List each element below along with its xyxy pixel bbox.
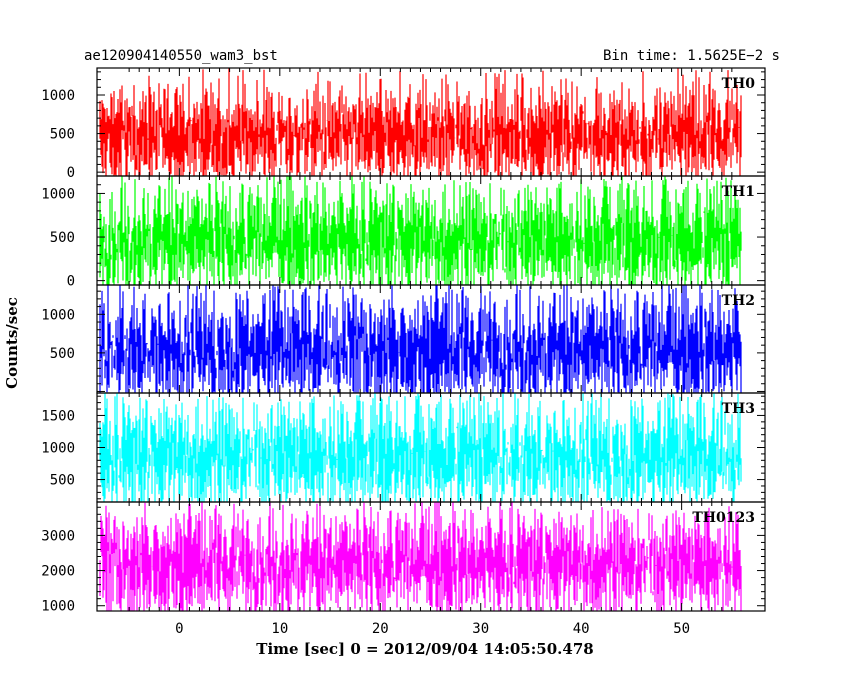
x-axis-label: Time [sec] 0 = 2012/09/04 14:05:50.478 bbox=[256, 640, 593, 658]
y-tick-label-th1: 1000 bbox=[41, 186, 75, 202]
series-trace-th2 bbox=[99, 285, 742, 393]
x-tick-label: 40 bbox=[573, 621, 590, 637]
panel-th2: 500 1000 TH2 bbox=[41, 284, 766, 394]
y-tick-label-th3: 1500 bbox=[41, 408, 75, 424]
panel-th1: 0 500 1000 TH1 bbox=[41, 175, 766, 290]
y-tick-label-th3: 1000 bbox=[41, 441, 75, 457]
y-tick-label-th0123: 1000 bbox=[41, 599, 75, 615]
panel-th0123: 1000 2000 3000 TH0123 bbox=[41, 501, 766, 615]
series-trace-th0123 bbox=[99, 502, 742, 611]
panel-th0: 0 500 1000 TH0 bbox=[41, 67, 766, 181]
x-tick-label: 50 bbox=[673, 621, 690, 637]
y-tick-label-th0: 500 bbox=[50, 127, 75, 143]
y-tick-label-th2: 1000 bbox=[41, 307, 75, 323]
y-tick-label-th1: 0 bbox=[67, 274, 75, 290]
x-tick-label: 10 bbox=[271, 621, 288, 637]
y-tick-label-th0: 0 bbox=[67, 165, 75, 181]
x-tick-label: 0 bbox=[175, 621, 183, 637]
y-tick-label-th3: 500 bbox=[50, 473, 75, 489]
series-trace-th3 bbox=[99, 393, 742, 502]
series-trace-th0 bbox=[99, 68, 742, 176]
series-trace-th1 bbox=[99, 176, 742, 285]
y-tick-label-th0123: 3000 bbox=[41, 528, 75, 544]
series-label-th1: TH1 bbox=[722, 184, 755, 200]
bin-time-label: Bin time: 1.5625E−2 s bbox=[603, 48, 780, 64]
series-label-th0: TH0 bbox=[722, 76, 756, 92]
series-label-th3: TH3 bbox=[722, 401, 755, 417]
y-tick-label-th0: 1000 bbox=[41, 88, 75, 104]
y-tick-label-th2: 500 bbox=[50, 346, 75, 362]
x-tick-label: 20 bbox=[372, 621, 389, 637]
y-axis-label: Counts/sec bbox=[3, 297, 21, 389]
series-label-th0123: TH0123 bbox=[692, 510, 755, 526]
chart-title: ae120904140550_wam3_bst bbox=[84, 48, 278, 64]
series-label-th2: TH2 bbox=[722, 293, 755, 309]
y-tick-label-th1: 500 bbox=[50, 230, 75, 246]
panel-th3: 500 1000 1500 TH3 bbox=[41, 392, 766, 503]
x-tick-label: 30 bbox=[472, 621, 489, 637]
y-tick-label-th0123: 2000 bbox=[41, 564, 75, 580]
